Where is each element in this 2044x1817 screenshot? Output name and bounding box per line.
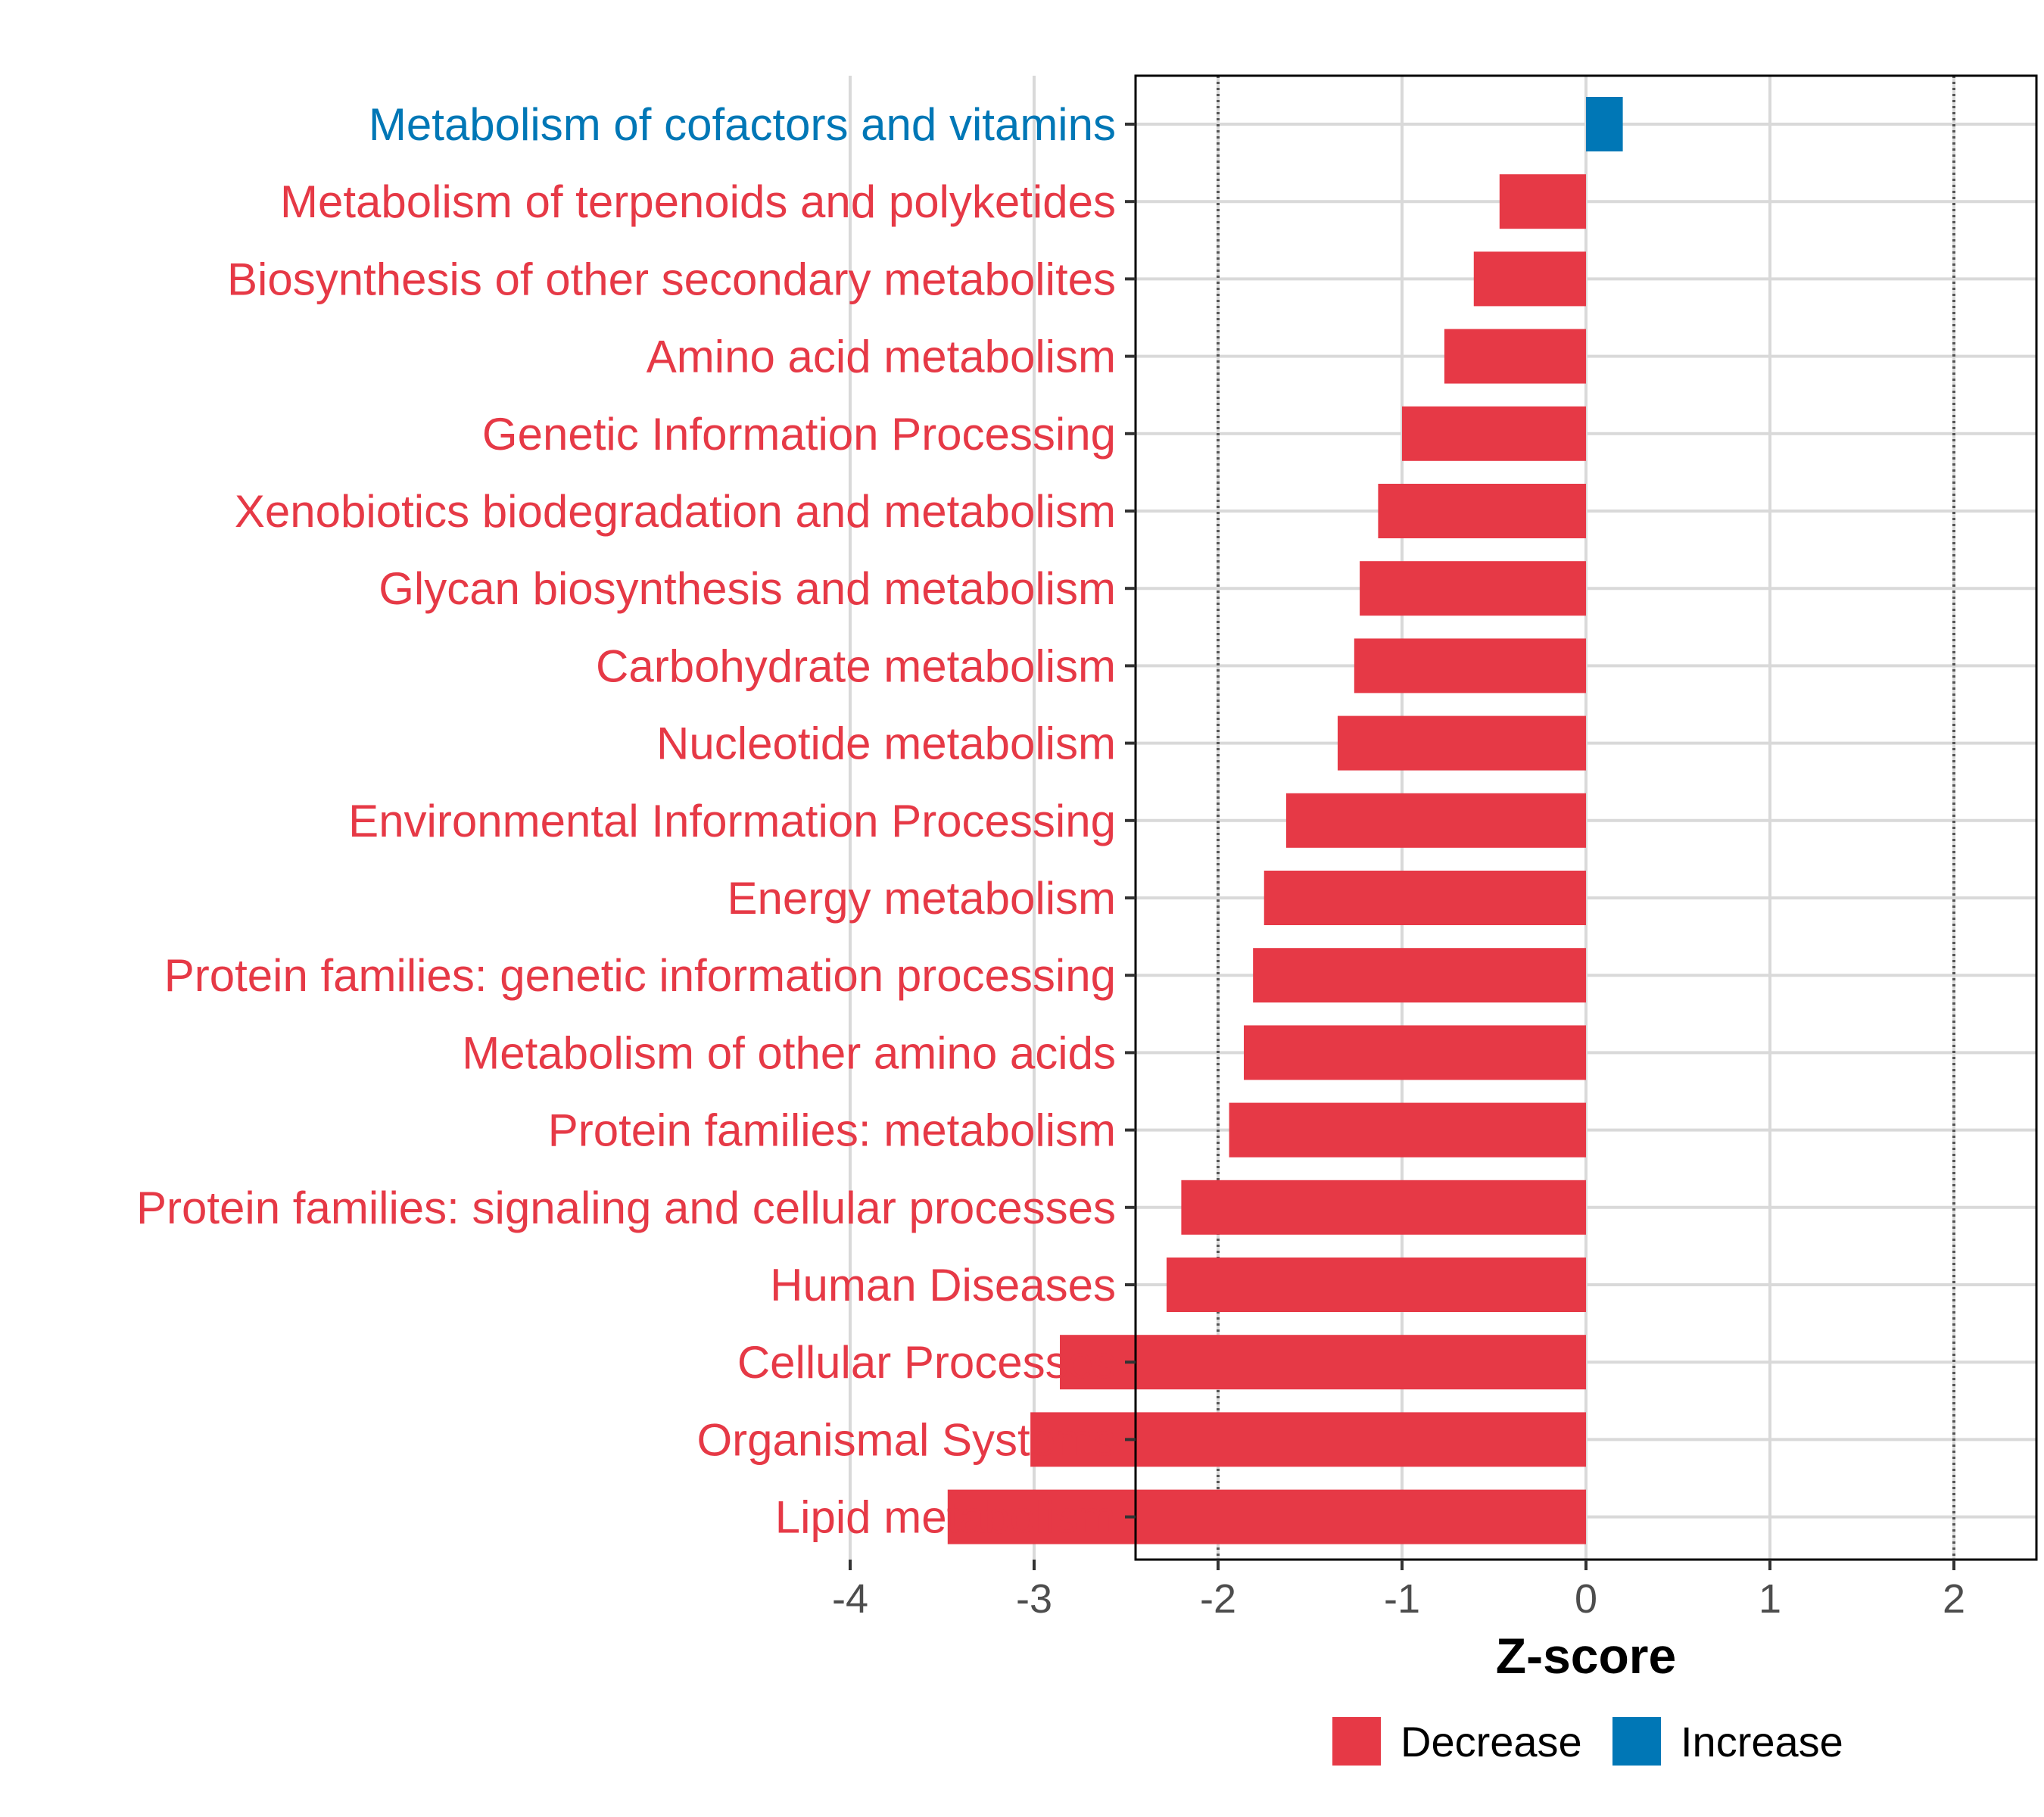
y-tick-label: Genetic Information Processing bbox=[482, 409, 1116, 460]
y-tick-label: Lipid metabolism bbox=[775, 1492, 1116, 1543]
y-tick-label: Environmental Information Processing bbox=[348, 796, 1116, 846]
y-tick-label: Nucleotide metabolism bbox=[656, 718, 1116, 769]
bar-glycan-biosynthesis-and-metabolism bbox=[1360, 561, 1586, 616]
y-tick-label: Protein families: signaling and cellular… bbox=[136, 1183, 1116, 1233]
bar-biosynthesis-of-other-secondary-metabolites bbox=[1473, 251, 1586, 307]
bar-protein-families-genetic-information-processing bbox=[1253, 948, 1586, 1003]
x-tick-label: -4 bbox=[832, 1576, 868, 1622]
x-axis-title: Z-score bbox=[1496, 1628, 1676, 1684]
bar-genetic-information-processing bbox=[1402, 406, 1586, 461]
bar-protein-families-metabolism bbox=[1229, 1102, 1586, 1158]
y-tick-label: Cellular Processes bbox=[737, 1337, 1116, 1388]
bar-lipid-metabolism bbox=[947, 1489, 1586, 1544]
y-tick-label: Human Diseases bbox=[770, 1260, 1116, 1311]
legend-key-increase bbox=[1612, 1717, 1661, 1766]
y-tick-label: Organismal Systems bbox=[697, 1414, 1116, 1465]
bar-amino-acid-metabolism bbox=[1444, 329, 1586, 384]
x-tick-label: -2 bbox=[1200, 1576, 1236, 1622]
reference-lines bbox=[1217, 76, 1955, 1560]
y-tick-label: Amino acid metabolism bbox=[647, 332, 1116, 382]
bar-metabolism-of-other-amino-acids bbox=[1244, 1025, 1586, 1080]
y-axis: Metabolism of cofactors and vitamins Meta… bbox=[136, 99, 1136, 1543]
y-tick-label: Protein families: genetic information pr… bbox=[164, 950, 1116, 1001]
bar-metabolism-of-cofactors-and-vitamins bbox=[1586, 97, 1623, 151]
legend-key-decrease bbox=[1332, 1717, 1381, 1766]
y-tick-label: Xenobiotics biodegradation and metabolis… bbox=[235, 486, 1116, 537]
bar-environmental-information-processing bbox=[1285, 793, 1586, 848]
y-tick-label: Carbohydrate metabolism bbox=[596, 640, 1116, 691]
y-tick-label: Metabolism of terpenoids and polyketides bbox=[280, 176, 1116, 227]
legend-label: Increase bbox=[1681, 1718, 1843, 1766]
bar-metabolism-of-terpenoids-and-polyketides bbox=[1499, 174, 1586, 229]
y-tick-label: Glycan biosynthesis and metabolism bbox=[379, 563, 1116, 614]
bar-energy-metabolism bbox=[1263, 871, 1586, 925]
legend-label: Decrease bbox=[1401, 1718, 1582, 1766]
bar-xenobiotics-biodegradation-and-metabolism bbox=[1378, 484, 1586, 538]
bars bbox=[947, 97, 1623, 1544]
x-tick-label: -1 bbox=[1384, 1576, 1420, 1622]
bar-human-diseases bbox=[1166, 1258, 1586, 1312]
legend: Decrease Increase bbox=[1332, 1717, 1843, 1766]
x-tick-label: 0 bbox=[1575, 1576, 1597, 1622]
bar-nucleotide-metabolism bbox=[1337, 715, 1586, 771]
bar-protein-families-signaling-and-cellular-processes bbox=[1181, 1180, 1586, 1235]
bar-cellular-processes bbox=[1060, 1335, 1586, 1390]
y-tick-label: Metabolism of cofactors and vitamins bbox=[369, 99, 1116, 150]
x-axis: -4-3-2-101234 bbox=[832, 1560, 1965, 1622]
y-tick-label: Biosynthesis of other secondary metaboli… bbox=[227, 254, 1116, 304]
x-tick-label: -3 bbox=[1016, 1576, 1052, 1622]
x-tick-label: 2 bbox=[1943, 1576, 1965, 1622]
bar-organismal-systems bbox=[1030, 1412, 1586, 1467]
y-tick-label: Metabolism of other amino acids bbox=[462, 1027, 1116, 1078]
y-tick-label: Protein families: metabolism bbox=[548, 1105, 1116, 1156]
x-tick-label: 1 bbox=[1759, 1576, 1781, 1622]
bar-carbohydrate-metabolism bbox=[1354, 638, 1586, 693]
y-tick-label: Energy metabolism bbox=[727, 873, 1116, 924]
